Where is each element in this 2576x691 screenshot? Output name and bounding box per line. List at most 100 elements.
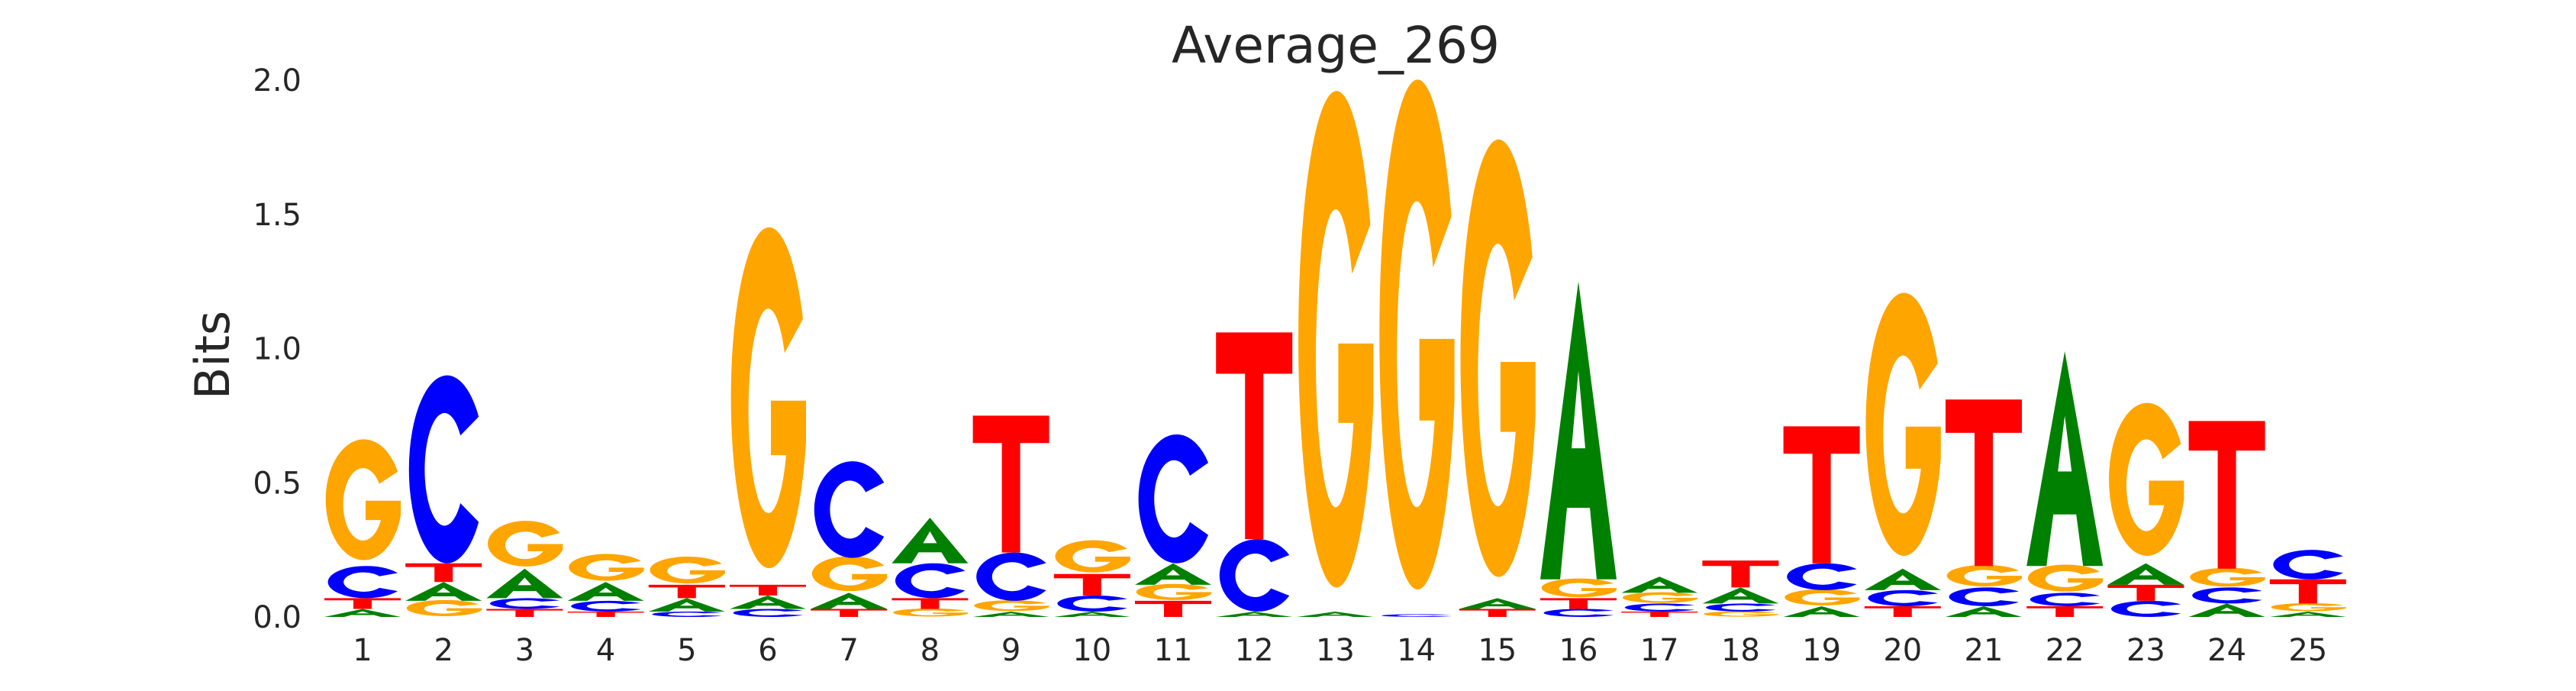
logo-letter-A (324, 609, 401, 617)
x-tick-label: 25 (2288, 633, 2327, 668)
logo-letter-A (648, 598, 725, 612)
logo-letter-T (1621, 611, 1698, 617)
logo-letter-A (1946, 605, 2022, 617)
y-tick-label: 1.0 (253, 332, 301, 367)
logo-letter-G (730, 227, 806, 569)
logo-letter-G (2109, 402, 2184, 556)
logo-letter-A (1621, 576, 1698, 593)
logo-letter-G (406, 599, 482, 616)
x-tick-label: 19 (1802, 633, 1841, 668)
y-tick-label: 2.0 (253, 63, 301, 98)
logo-letter-T (811, 609, 888, 617)
logo-letter-C (1868, 589, 1938, 606)
x-tick-label: 23 (2126, 633, 2165, 668)
x-axis-ticks: 1 2 3 4 5 6 7 8 9 10 11 12 13 14 15 16 17 18 19 20 21 22 23 24 2… (353, 633, 2327, 668)
logo-letter-T (1053, 573, 1130, 596)
logo-letter-A (1459, 598, 1536, 609)
logo-letter-G (2190, 567, 2265, 587)
logo-letter-G (2027, 564, 2104, 592)
logo-letter-A (811, 593, 888, 609)
logo-letter-C (733, 609, 803, 617)
logo-letter-T (324, 598, 401, 609)
logo-letter-T (648, 584, 725, 599)
logo-letter-G (569, 554, 644, 581)
logo-letter-T (405, 563, 482, 583)
x-tick-label: 15 (1478, 633, 1517, 668)
logo-letter-T (1459, 609, 1536, 617)
x-tick-label: 3 (515, 633, 534, 668)
logo-letter-C (2110, 600, 2181, 617)
logo-letter-C (1624, 603, 1695, 612)
logo-letter-T (1864, 605, 1941, 617)
logo-letter-A (1135, 563, 1211, 585)
logo-letter-T (2269, 579, 2346, 604)
logo-letter-C (2030, 593, 2100, 606)
x-tick-label: 1 (353, 633, 372, 668)
logo-letter-C (814, 461, 885, 558)
logo-letter-G (1541, 578, 1617, 598)
logo-letter-A (1702, 587, 1779, 604)
logo-letter-C (327, 566, 398, 599)
logo-letter-G (811, 556, 888, 592)
x-tick-label: 11 (1154, 633, 1193, 668)
y-tick-label: 0.0 (253, 600, 301, 635)
logo-letter-T (1946, 399, 2022, 567)
logo-letter-G (1622, 592, 1698, 603)
logo-letter-A (405, 582, 482, 601)
logo-letter-A (1297, 611, 1374, 617)
logo-letter-C (1787, 563, 1857, 590)
logo-letter-T (1783, 426, 1860, 563)
x-tick-label: 4 (596, 633, 615, 668)
logo-letter-A (891, 517, 969, 563)
x-tick-label: 9 (1001, 633, 1020, 668)
logo-letter-G (1785, 589, 1860, 605)
logo-letter-G (1379, 79, 1455, 590)
logo-letter-G (974, 600, 1049, 612)
x-tick-label: 14 (1397, 633, 1436, 668)
logo-letter-A (1053, 611, 1130, 617)
logo-letter-G (1298, 91, 1374, 588)
logo-letter-T (1702, 560, 1779, 588)
y-tick-label: 0.5 (253, 466, 301, 501)
logo-letter-A (2188, 603, 2265, 617)
x-tick-label: 20 (1883, 633, 1922, 668)
logo-letter-T (486, 609, 563, 617)
logo-letter-C (2273, 550, 2343, 580)
logo-letter-T (2188, 421, 2265, 569)
x-tick-label: 2 (434, 633, 453, 668)
logo-letter-A (1216, 611, 1293, 617)
logo-letter-C (1138, 434, 1208, 563)
logo-letter-T (1216, 332, 1293, 540)
logo-letter-G (1460, 139, 1536, 577)
logo-letter-C (1705, 603, 1776, 612)
x-tick-label: 8 (920, 633, 940, 668)
logo-letter-A (567, 582, 644, 601)
x-tick-label: 5 (677, 633, 696, 668)
logo-letter-A (2269, 611, 2346, 617)
logo-letter-C (976, 552, 1046, 601)
logo-letter-C (489, 598, 560, 609)
logo-letter-C (408, 375, 479, 563)
y-axis-ticks: 0.0 0.5 1.0 1.5 2.0 (253, 63, 301, 635)
logo-letter-C (1381, 614, 1452, 617)
logo-letter-C (1057, 595, 1127, 612)
logo-letter-G (2271, 602, 2346, 612)
logo-letter-T (2107, 584, 2184, 601)
y-tick-label: 1.5 (253, 198, 301, 233)
logo-letter-C (895, 563, 966, 599)
logo-letter-T (567, 611, 644, 617)
logo-letter-A (2107, 563, 2184, 585)
x-tick-label: 21 (1965, 633, 2004, 668)
logo-letter-C (1543, 609, 1614, 617)
logo-letter-T (972, 415, 1049, 553)
logo-letter-G (1136, 583, 1211, 600)
x-tick-label: 10 (1072, 633, 1111, 668)
logo-letter-A (1540, 281, 1617, 580)
logo-letter-G (488, 521, 563, 567)
logo-letter-G (650, 556, 725, 584)
logo-letter-T (1135, 600, 1211, 617)
logo-letter-G (893, 608, 969, 617)
logo-letter-T (730, 584, 806, 596)
